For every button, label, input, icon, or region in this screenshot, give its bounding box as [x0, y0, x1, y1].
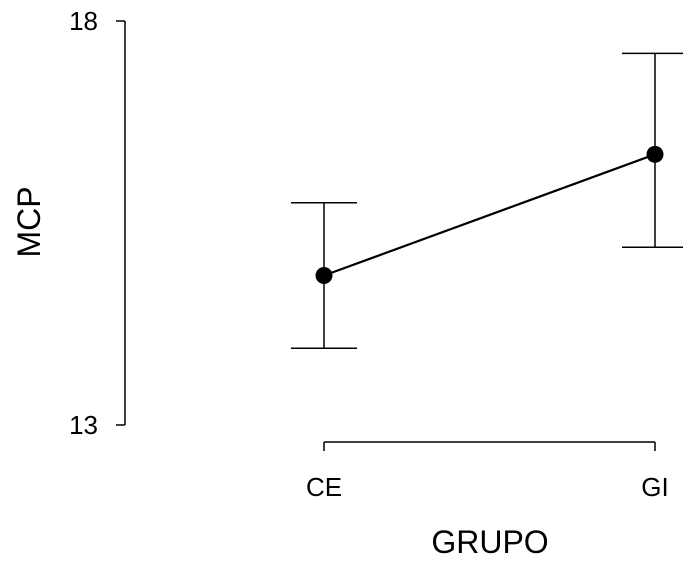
y-axis: 13 18 — [69, 6, 126, 440]
x-axis-title: GRUPO — [431, 524, 548, 560]
x-tick-label: CE — [306, 472, 342, 502]
error-bars — [291, 52, 683, 349]
data-point — [315, 267, 333, 285]
y-axis-title: MCP — [11, 186, 47, 257]
x-axis: CE GI — [306, 441, 669, 502]
x-tick-label: GI — [641, 472, 668, 502]
series-line — [323, 153, 656, 277]
y-tick-label: 18 — [69, 6, 98, 36]
y-tick-label: 13 — [69, 410, 98, 440]
data-point — [646, 145, 664, 163]
data-series — [315, 145, 664, 285]
